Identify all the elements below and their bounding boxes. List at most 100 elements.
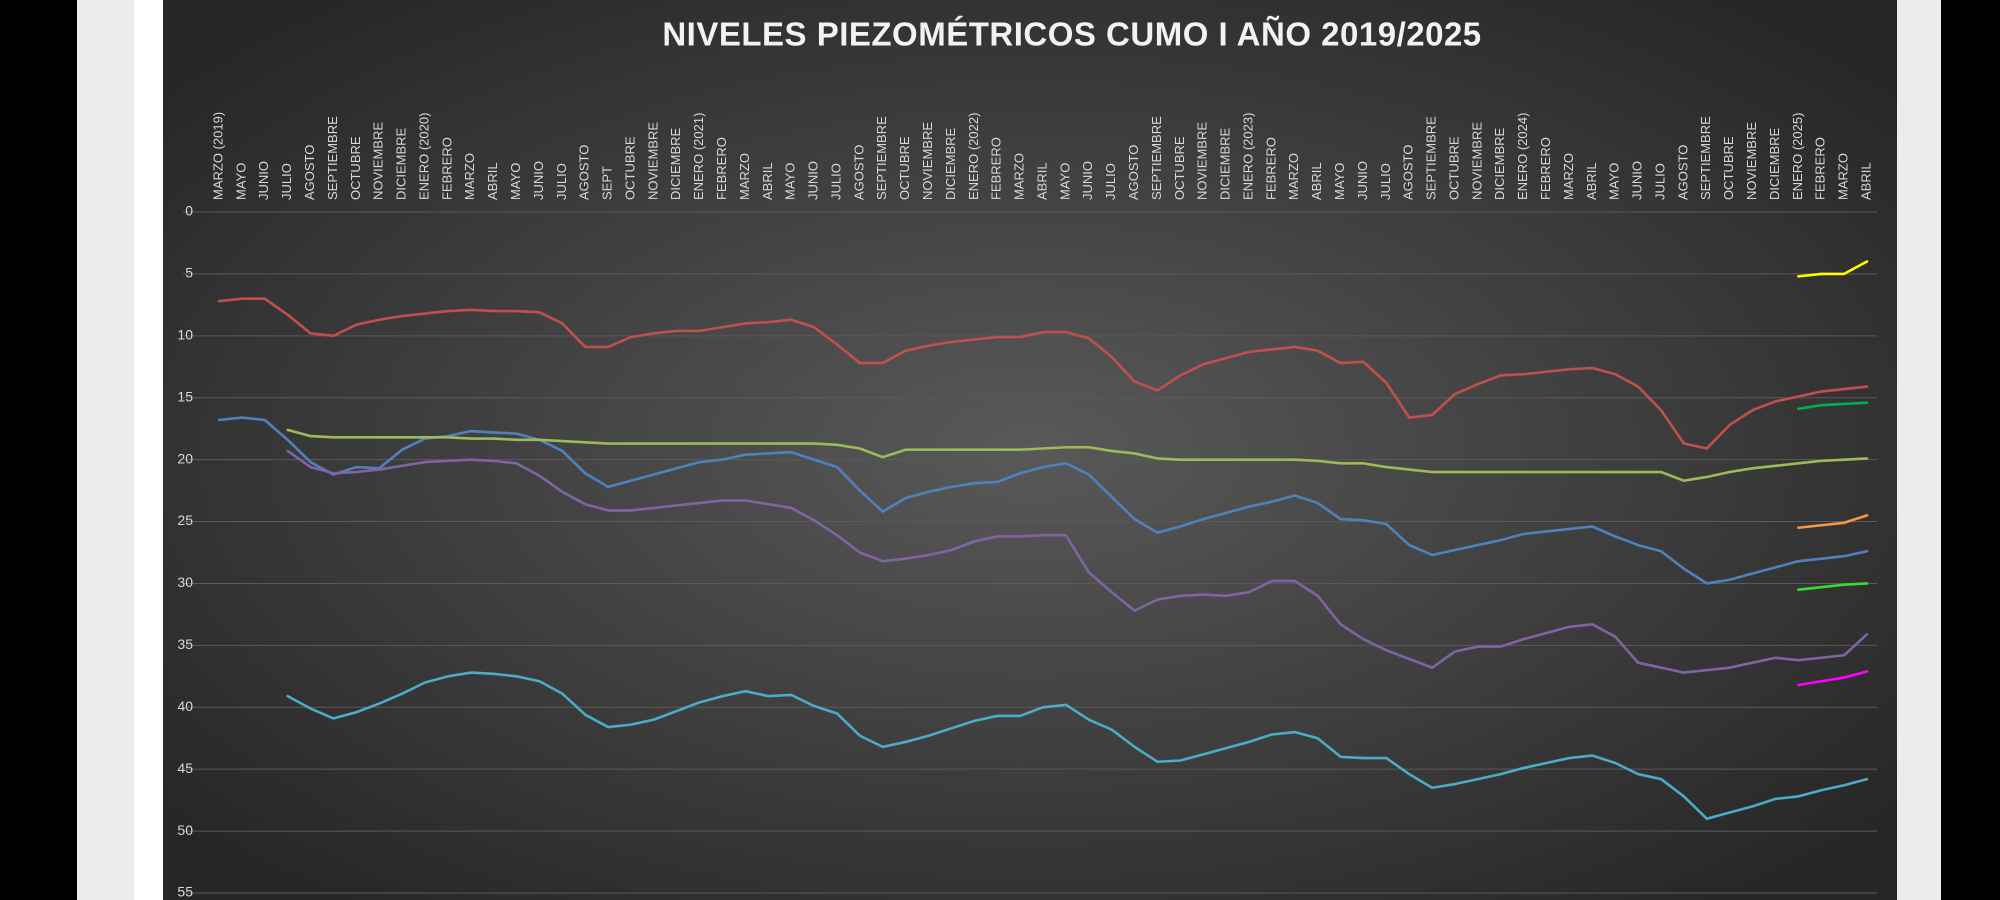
- y-tick-label: 10: [177, 327, 193, 343]
- x-tick-label: DICIEMBRE: [1218, 127, 1233, 200]
- x-tick-label: JULIO: [828, 163, 843, 200]
- x-tick-label: MAYO: [1332, 163, 1347, 200]
- x-tick-label: AGOSTO: [851, 145, 866, 200]
- x-tick-label: ENERO (2020): [416, 113, 431, 200]
- x-tick-label: MARZO: [1286, 153, 1301, 200]
- x-tick-label: SEPTIEMBRE: [325, 116, 340, 200]
- x-tick-label: MARZO: [737, 153, 752, 200]
- x-tick-label: OCTUBRE: [897, 136, 912, 200]
- x-tick-label: NOVIEMBRE: [1195, 122, 1210, 200]
- y-tick-label: 50: [177, 822, 193, 838]
- x-tick-label: NOVIEMBRE: [1744, 122, 1759, 200]
- series-line: [217, 297, 1869, 450]
- y-tick-label: 25: [177, 512, 193, 528]
- x-tick-label: DICIEMBRE: [1492, 127, 1507, 200]
- y-tick-label: 15: [177, 388, 193, 404]
- x-tick-label: NOVIEMBRE: [1469, 122, 1484, 200]
- x-tick-label: JULIO: [1652, 163, 1667, 200]
- x-tick-label: ABRIL: [1584, 162, 1599, 200]
- x-tick-label: MAYO: [508, 163, 523, 200]
- x-tick-label: NOVIEMBRE: [371, 122, 386, 200]
- x-tick-label: JUNIO: [1630, 161, 1645, 200]
- x-tick-label: MARZO: [1836, 153, 1851, 200]
- page-sheet: [134, 0, 163, 900]
- x-tick-label: AGOSTO: [1401, 145, 1416, 200]
- x-tick-label: SEPT: [600, 166, 615, 200]
- x-tick-label: MAYO: [233, 163, 248, 200]
- series-line: [217, 416, 1869, 585]
- x-tick-label: JULIO: [1378, 163, 1393, 200]
- x-tick-label: AGOSTO: [1675, 145, 1690, 200]
- x-tick-label: FEBRERO: [1538, 137, 1553, 200]
- x-tick-label: JUNIO: [531, 161, 546, 200]
- x-tick-label: MAYO: [1057, 163, 1072, 200]
- series-line: [1797, 514, 1869, 530]
- x-tick-label: JUNIO: [806, 161, 821, 200]
- x-tick-label: MAYO: [1607, 163, 1622, 200]
- series-line: [1797, 670, 1869, 687]
- x-tick-label: OCTUBRE: [1446, 136, 1461, 200]
- x-tick-label: SEPTIEMBRE: [1149, 116, 1164, 200]
- x-tick-label: FEBRERO: [989, 137, 1004, 200]
- series-line: [1797, 401, 1869, 411]
- x-tick-label: DICIEMBRE: [668, 127, 683, 200]
- x-tick-label: SEPTIEMBRE: [1698, 116, 1713, 200]
- x-tick-label: ENERO (2025): [1790, 113, 1805, 200]
- x-tick-label: JUNIO: [256, 161, 271, 200]
- x-tick-label: ABRIL: [1858, 162, 1873, 200]
- x-tick-label: FEBRERO: [1813, 137, 1828, 200]
- x-tick-label: NOVIEMBRE: [920, 122, 935, 200]
- x-tick-label: OCTUBRE: [1172, 136, 1187, 200]
- x-tick-label: MARZO: [1561, 153, 1576, 200]
- y-tick-label: 0: [185, 203, 193, 219]
- y-tick-label: 20: [177, 450, 193, 466]
- x-tick-label: AGOSTO: [302, 145, 317, 200]
- right-margin: [1897, 0, 1941, 900]
- x-tick-label: OCTUBRE: [622, 136, 637, 200]
- x-tick-label: FEBRERO: [439, 137, 454, 200]
- y-tick-label: 40: [177, 698, 193, 714]
- series-line: [286, 428, 1869, 482]
- x-tick-label: MARZO: [1012, 153, 1027, 200]
- x-tick-label: ENERO (2022): [966, 113, 981, 200]
- series-line: [286, 449, 1869, 674]
- x-tick-label: SEPTIEMBRE: [1424, 116, 1439, 200]
- y-tick-label: 5: [185, 265, 193, 281]
- y-tick-label: 30: [177, 574, 193, 590]
- x-tick-label: DICIEMBRE: [394, 127, 409, 200]
- x-tick-label: MARZO: [462, 153, 477, 200]
- x-tick-label: ENERO (2024): [1515, 113, 1530, 200]
- x-tick-label: JUNIO: [1080, 161, 1095, 200]
- x-tick-label: JULIO: [279, 163, 294, 200]
- y-tick-label: 45: [177, 760, 193, 776]
- x-tick-label: ENERO (2021): [691, 113, 706, 200]
- x-tick-label: FEBRERO: [714, 137, 729, 200]
- x-tick-label: FEBRERO: [1263, 137, 1278, 200]
- x-tick-label: AGOSTO: [1126, 145, 1141, 200]
- x-tick-label: ABRIL: [1309, 162, 1324, 200]
- x-tick-label: SEPTIEMBRE: [874, 116, 889, 200]
- x-tick-label: OCTUBRE: [1721, 136, 1736, 200]
- x-tick-label: ABRIL: [760, 162, 775, 200]
- x-tick-label: ENERO (2023): [1240, 113, 1255, 200]
- y-tick-label: 35: [177, 636, 193, 652]
- series-line: [1797, 260, 1869, 278]
- right-edge: [1941, 0, 2000, 900]
- x-tick-label: JULIO: [554, 163, 569, 200]
- x-tick-label: AGOSTO: [577, 145, 592, 200]
- x-tick-label: OCTUBRE: [348, 136, 363, 200]
- chart-title: NIVELES PIEZOMÉTRICOS CUMO I AÑO 2019/20…: [662, 16, 1481, 53]
- x-tick-label: MARZO (2019): [210, 112, 225, 200]
- plot: 0 5 10 15 20 25 30 35 40 45 50 55 MARZO (2019) MAYO JU…: [177, 112, 1877, 900]
- x-tick-label: DICIEMBRE: [1767, 127, 1782, 200]
- x-tick-label: DICIEMBRE: [943, 127, 958, 200]
- x-tick-label: ABRIL: [485, 162, 500, 200]
- y-tick-label: 55: [177, 884, 193, 900]
- left-edge: [0, 0, 77, 900]
- x-tick-label: JUNIO: [1355, 161, 1370, 200]
- x-tick-label: MAYO: [783, 163, 798, 200]
- x-tick-label: ABRIL: [1034, 162, 1049, 200]
- series-line: [1797, 582, 1869, 591]
